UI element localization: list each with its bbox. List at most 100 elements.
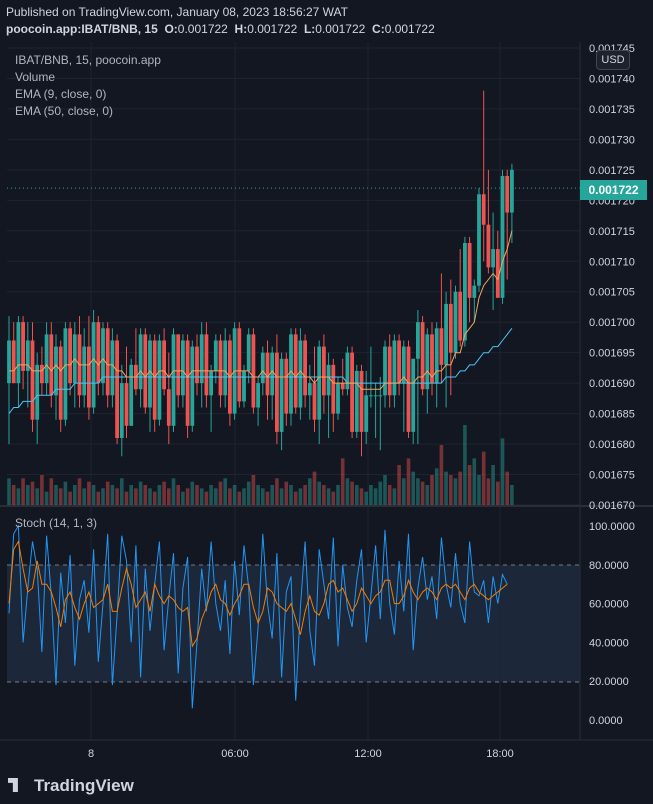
legend-volume[interactable]: Volume — [15, 70, 56, 84]
candle-body — [176, 334, 181, 396]
stoch-d-line — [8, 540, 508, 648]
price-tick-label: 0.001675 — [589, 470, 635, 482]
volume-bar — [453, 478, 458, 505]
stoch-tick-label: 60.0000 — [589, 599, 629, 611]
candle-body — [270, 352, 275, 396]
volume-bar — [303, 485, 307, 505]
volume-bar — [420, 481, 425, 505]
volume-bar — [449, 475, 453, 505]
time-tick-label: 12:00 — [354, 748, 382, 760]
volume-bar — [157, 485, 162, 505]
price-tick-label: 0.001680 — [589, 439, 635, 451]
currency-button[interactable]: USD — [596, 50, 630, 70]
candle-body — [115, 340, 119, 438]
candle-body — [383, 346, 387, 396]
volume-bar — [336, 485, 340, 505]
candle-body — [110, 340, 115, 396]
candle-body — [430, 334, 434, 384]
volume-bar — [11, 485, 16, 505]
candle-body — [260, 352, 265, 384]
volume-bar — [317, 481, 321, 505]
time-tick-label: 18:00 — [486, 748, 514, 760]
volume-bar — [275, 478, 279, 505]
volume-bar — [63, 481, 68, 505]
volume-bar — [373, 488, 378, 505]
footer — [0, 764, 653, 804]
candle-body — [510, 169, 514, 213]
legend-symbol[interactable]: IBAT/BNB, 15, poocoin.app — [15, 53, 161, 67]
candle-body — [350, 352, 354, 432]
time-axis[interactable]: 8 06:00 12:00 18:00 — [88, 748, 514, 760]
candle-body — [11, 340, 16, 384]
volume-bar — [345, 478, 350, 505]
candle-body — [35, 364, 40, 420]
stoch-tick-label: 100.0000 — [589, 521, 635, 533]
volume-bar — [463, 425, 467, 505]
candle-body — [491, 249, 495, 268]
volume-bar — [458, 471, 462, 505]
candle-body — [293, 334, 298, 408]
volume-bar — [284, 481, 289, 505]
legend-ema50[interactable]: EMA (50, close, 0) — [15, 104, 114, 118]
price-axis[interactable]: 0.001670 0.001675 0.001680 0.001685 0.001690… — [589, 43, 635, 512]
candle-body — [242, 370, 246, 402]
volume-bar — [204, 491, 209, 505]
candle-body — [434, 328, 439, 384]
candle-body — [472, 285, 477, 298]
volume-bar — [171, 478, 176, 505]
candle-body — [406, 346, 411, 432]
ohlc-high: 0.001722 — [247, 22, 298, 36]
volume-bar — [138, 481, 143, 505]
legend-stoch[interactable]: Stoch (14, 1, 3) — [15, 516, 98, 530]
volume-bar — [505, 471, 509, 505]
price-tick-label: 0.001725 — [589, 165, 635, 177]
candle-body — [82, 346, 87, 396]
stoch-axis[interactable]: 0.0000 20.0000 40.0000 60.0000 80.0000 100.00… — [589, 521, 635, 727]
candle-body — [105, 328, 110, 396]
candle-body — [21, 322, 25, 371]
volume-bar — [496, 481, 500, 505]
tradingview-logo[interactable]: TradingView — [8, 776, 134, 796]
price-tick-label: 0.001670 — [589, 500, 635, 512]
price-tick-label: 0.001730 — [589, 134, 635, 146]
volume-bar — [279, 488, 284, 505]
candle-body — [49, 334, 54, 396]
candle-body — [218, 340, 223, 396]
candle-body — [251, 334, 256, 408]
volume-bar — [87, 481, 91, 505]
time-tick-label: 8 — [88, 748, 94, 760]
chart-canvas[interactable]: 0.001670 0.001675 0.001680 0.001685 0.001690… — [0, 0, 653, 764]
legend-ema9[interactable]: EMA (9, close, 0) — [15, 87, 107, 101]
candle-body — [275, 352, 279, 432]
volume-bar — [68, 491, 72, 505]
published-line: Published on TradingView.com, January 08… — [6, 5, 348, 19]
volume-bar — [298, 488, 303, 505]
volume-bar — [124, 491, 129, 505]
candle-body — [185, 340, 190, 426]
volume-bar — [44, 491, 49, 505]
volume-bar — [105, 481, 110, 505]
price-tick-label: 0.001715 — [589, 226, 635, 238]
volume-bar — [167, 488, 171, 505]
candle-body — [411, 358, 416, 432]
candle-body — [307, 383, 312, 396]
volume-bar — [115, 488, 119, 505]
volume-bar — [242, 488, 246, 505]
volume-bar — [58, 488, 63, 505]
candle-body — [119, 383, 124, 438]
volume-bar — [185, 488, 190, 505]
candle-body — [444, 303, 448, 365]
candle-body — [16, 322, 21, 384]
volume-bar — [434, 468, 439, 505]
candle-body — [129, 364, 134, 426]
candle-body — [265, 352, 270, 396]
volume-bar — [49, 478, 54, 505]
candle-body — [68, 328, 72, 384]
volume-bar — [7, 478, 11, 505]
candle-body — [373, 395, 378, 397]
candle-body — [256, 383, 260, 408]
ohlc-line: poocoin.app:IBAT/BNB, 15 O:0.001722 H:0.… — [6, 22, 435, 36]
volume-bar — [411, 471, 415, 505]
candle-body — [448, 303, 453, 353]
price-tick-label: 0.001710 — [589, 256, 635, 268]
